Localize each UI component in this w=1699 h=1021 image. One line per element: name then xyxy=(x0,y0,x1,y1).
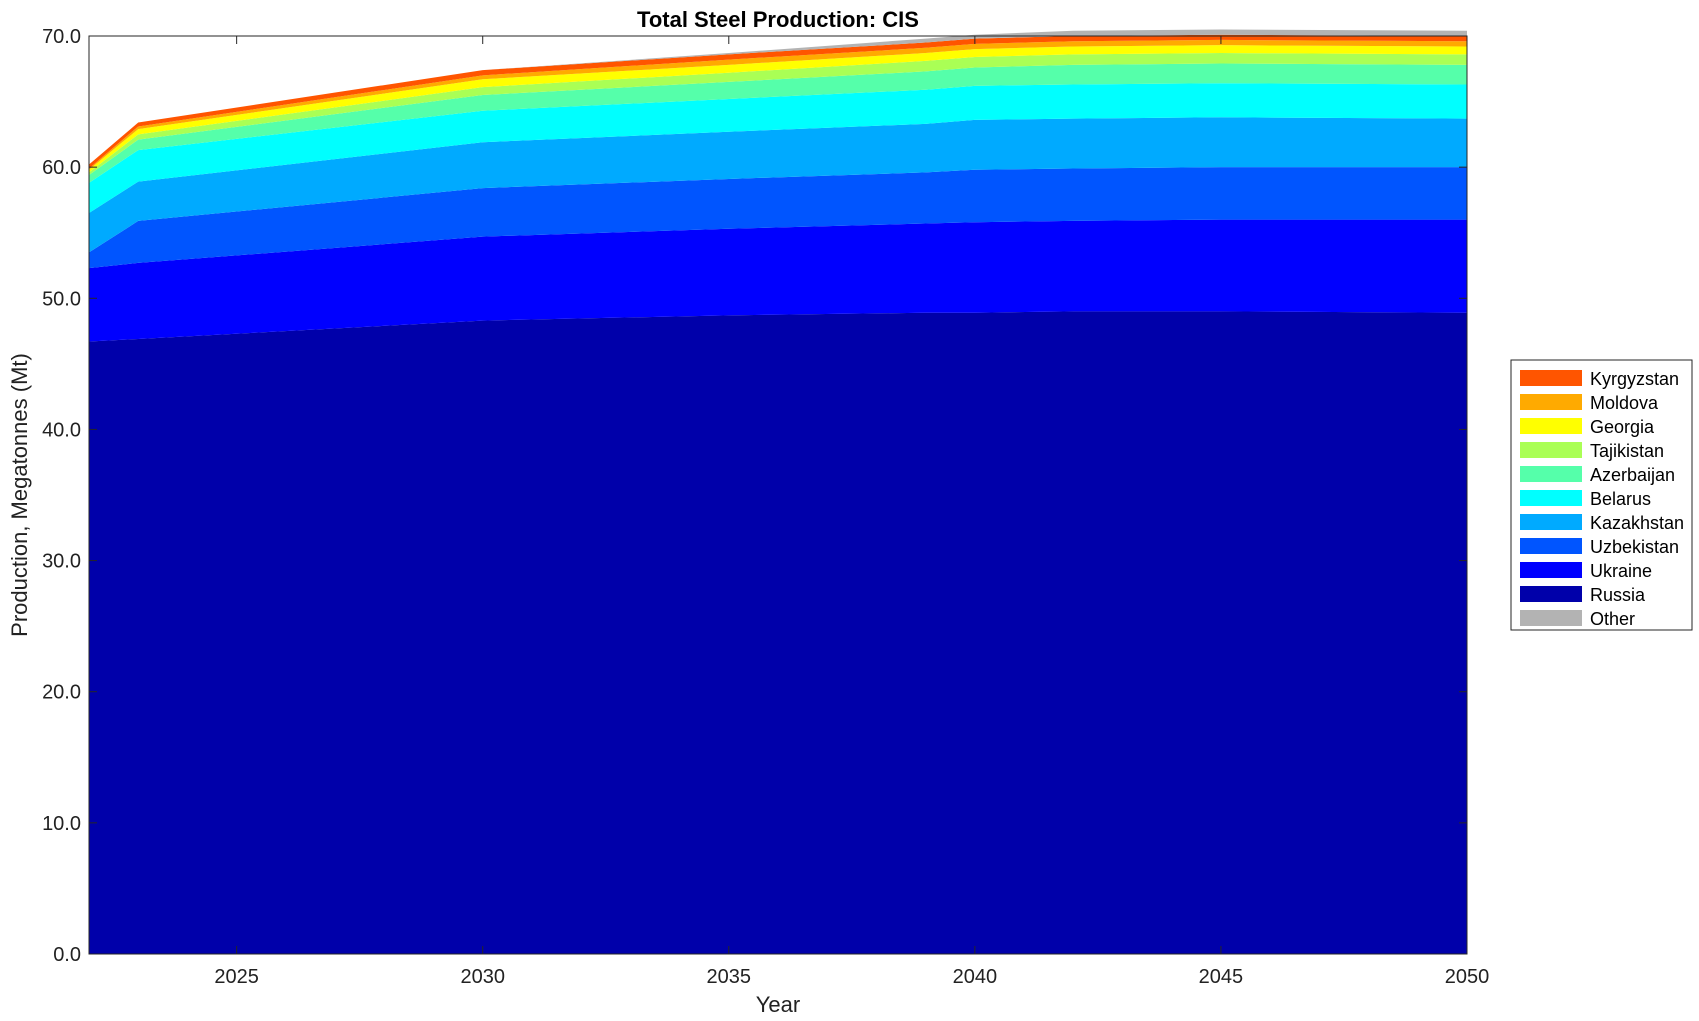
legend-swatch-kazakhstan xyxy=(1520,514,1582,530)
x-tick-label-2030: 2030 xyxy=(460,966,505,988)
y-axis-label: Production, Megatonnes (Mt) xyxy=(7,353,32,637)
area-uzbekistan xyxy=(89,167,1467,269)
legend-label-other: Other xyxy=(1590,609,1635,629)
legend-swatch-georgia xyxy=(1520,418,1582,434)
x-tick-label-2035: 2035 xyxy=(707,966,752,988)
legend-swatch-uzbekistan xyxy=(1520,538,1582,554)
legend-label-belarus: Belarus xyxy=(1590,489,1651,509)
legend: Kyrgyzstan Moldova Georgia Tajikistan Azerba… xyxy=(1510,359,1693,631)
y-tick-label-0-0: 0.0 xyxy=(53,944,81,966)
legend-swatch-russia xyxy=(1520,586,1582,602)
legend-swatch-belarus xyxy=(1520,490,1582,506)
legend-label-kyrgyzstan: Kyrgyzstan xyxy=(1590,369,1679,389)
area-series-group xyxy=(89,29,1467,954)
area-kazakhstan xyxy=(89,117,1467,253)
y-tick-label-60-0: 60.0 xyxy=(42,157,81,179)
area-belarus xyxy=(89,83,1467,214)
legend-label-tajikistan: Tajikistan xyxy=(1590,441,1664,461)
legend-swatch-other xyxy=(1520,610,1582,626)
chart-title: Total Steel Production: CIS xyxy=(637,7,919,32)
x-tick-label-2045: 2045 xyxy=(1199,966,1244,988)
legend-swatch-tajikistan xyxy=(1520,442,1582,458)
y-tick-label-20-0: 20.0 xyxy=(42,682,81,704)
legend-swatch-ukraine xyxy=(1520,562,1582,578)
y-tick-label-40-0: 40.0 xyxy=(42,419,81,441)
x-axis-ticks: 2025 2030 2035 2040 2045 2050 xyxy=(214,36,1489,988)
legend-swatch-azerbaijan xyxy=(1520,466,1582,482)
legend-label-russia: Russia xyxy=(1590,585,1646,605)
area-ukraine xyxy=(89,219,1467,342)
x-axis-label: Year xyxy=(756,992,800,1017)
legend-label-georgia: Georgia xyxy=(1590,417,1655,437)
legend-label-ukraine: Ukraine xyxy=(1590,561,1652,581)
plot-frame xyxy=(88,35,1468,955)
x-tick-label-2040: 2040 xyxy=(953,966,998,988)
legend-label-uzbekistan: Uzbekistan xyxy=(1590,537,1679,557)
y-tick-label-70-0: 70.0 xyxy=(42,26,81,48)
legend-label-moldova: Moldova xyxy=(1590,393,1659,413)
area-azerbaijan xyxy=(89,63,1467,183)
y-tick-label-50-0: 50.0 xyxy=(42,288,81,310)
x-tick-label-2025: 2025 xyxy=(214,966,259,988)
y-axis-ticks: 0.0 10.0 20.0 30.0 40.0 50.0 60.0 70.0 xyxy=(42,26,1467,966)
legend-label-kazakhstan: Kazakhstan xyxy=(1590,513,1684,533)
area-tajikistan xyxy=(89,53,1467,176)
area-russia xyxy=(89,311,1467,954)
y-tick-label-30-0: 30.0 xyxy=(42,551,81,573)
legend-swatch-moldova xyxy=(1520,394,1582,410)
x-tick-label-2050: 2050 xyxy=(1445,966,1490,988)
y-tick-label-10-0: 10.0 xyxy=(42,813,81,835)
legend-swatch-kyrgyzstan xyxy=(1520,370,1582,386)
legend-label-azerbaijan: Azerbaijan xyxy=(1590,465,1675,485)
